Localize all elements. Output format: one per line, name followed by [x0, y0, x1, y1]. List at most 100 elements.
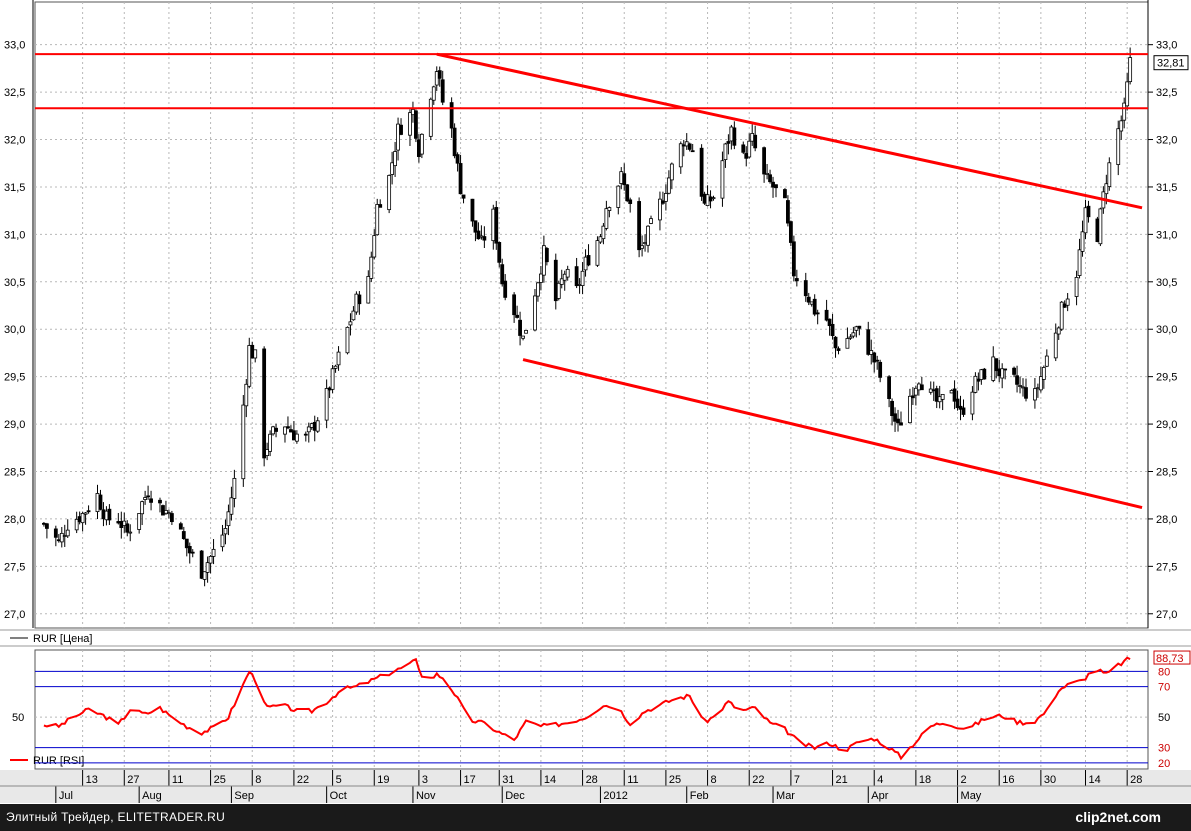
last-price-box [1153, 55, 1189, 71]
candle-body [646, 225, 650, 246]
candle-body [666, 177, 671, 194]
last-rsi-box [1153, 650, 1191, 665]
candle-body [729, 126, 734, 142]
candle-body [164, 509, 168, 514]
candle-body [1074, 277, 1079, 297]
rsi-tick-label: 50 [12, 712, 24, 724]
candle-body [414, 110, 418, 139]
x-tick-label: 8 [255, 774, 261, 786]
candle-body [512, 294, 517, 316]
candle-body [976, 378, 981, 382]
candle-body [952, 388, 957, 402]
candle-body [649, 218, 653, 224]
candle-body [574, 266, 579, 287]
last-rsi-label: 88,73 [1156, 653, 1184, 665]
candle-body [619, 171, 624, 184]
candle-body [500, 264, 505, 285]
x-tick-label: 22 [297, 774, 309, 786]
candle-body [928, 388, 933, 393]
candle-body [62, 535, 67, 537]
candle-body [1035, 387, 1040, 390]
candle-body [229, 497, 234, 515]
candle-body [494, 207, 499, 244]
candle-body [684, 141, 689, 147]
candle-body [42, 522, 46, 525]
candle-body [1024, 387, 1028, 399]
x-tick-label: 31 [502, 774, 514, 786]
rsi-tick-label: 20 [1158, 758, 1170, 770]
candle-body [1038, 376, 1043, 391]
candle-body [604, 208, 609, 229]
candle-body [419, 133, 424, 155]
candle-body [979, 369, 984, 380]
y-tick-label: 31,0 [4, 229, 25, 241]
candle-body [1116, 128, 1121, 165]
rsi-tick-label: 50 [1158, 712, 1170, 724]
x-tick-label: 4 [877, 774, 883, 786]
candle-body [315, 420, 320, 432]
candle-body [1095, 218, 1100, 243]
candle-body [607, 207, 612, 211]
candle-body [556, 282, 561, 299]
candle-body [687, 143, 692, 150]
candle-body [899, 422, 903, 426]
candle-body [292, 430, 296, 441]
candle-body [107, 508, 112, 521]
x-tick-label: 27 [127, 774, 139, 786]
candle-body [241, 404, 246, 480]
candle-body [205, 562, 210, 573]
candle-body [711, 197, 716, 200]
candle-body [1104, 183, 1109, 195]
candle-body [544, 248, 549, 263]
candle-body [253, 349, 258, 359]
y-tick-label: 31,0 [1156, 229, 1177, 241]
candle-body [857, 325, 862, 329]
x-tick-label: 13 [86, 774, 98, 786]
candle-body [80, 512, 85, 524]
candle-body [783, 189, 787, 199]
candle-body [872, 352, 877, 363]
candle-body [333, 365, 338, 369]
candle-body [289, 429, 293, 433]
month-label: Aug [142, 790, 162, 802]
candle-body [961, 407, 966, 415]
y-tick-label: 27,0 [4, 609, 25, 621]
month-label: May [961, 790, 982, 802]
candle-body [678, 143, 683, 168]
candle-body [56, 539, 61, 542]
candle-body [661, 200, 665, 204]
candle-body [720, 160, 725, 199]
candle-body [366, 276, 371, 304]
y-tick-label: 33,0 [4, 40, 25, 52]
candle-body [878, 361, 883, 378]
candle-body [699, 147, 704, 197]
clip2net-logo: clip2net.com [1075, 809, 1161, 825]
candle-body [45, 523, 49, 529]
candle-body [827, 318, 832, 327]
x-tick-label: 22 [752, 774, 764, 786]
candle-body [161, 505, 165, 516]
candle-body [559, 278, 564, 285]
candle-body [1044, 355, 1049, 367]
candle-body [119, 521, 124, 528]
y-tick-label: 32,0 [1156, 135, 1177, 147]
candle-body [911, 395, 915, 399]
candle-body [372, 235, 377, 258]
candle-body [887, 376, 891, 400]
candle-body [1077, 249, 1082, 276]
candle-body [396, 123, 400, 151]
candle-body [86, 510, 91, 513]
candle-body [940, 393, 945, 400]
candle-body [208, 555, 213, 564]
candle-body [875, 359, 880, 362]
candle-body [539, 273, 543, 283]
month-label: Feb [690, 790, 709, 802]
candle-body [271, 426, 275, 435]
candle-body [723, 143, 728, 161]
candle-body [181, 531, 186, 540]
trend-line [436, 52, 1143, 210]
candle-body [1012, 367, 1016, 375]
candle-body [955, 398, 960, 409]
candle-body [452, 127, 457, 157]
